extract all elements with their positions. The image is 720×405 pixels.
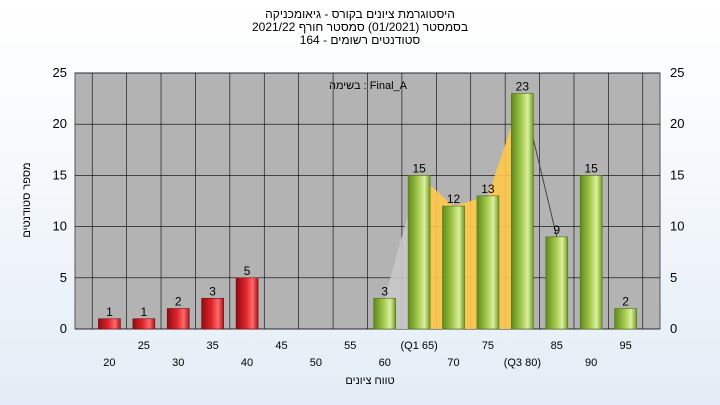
bar-green <box>476 195 500 330</box>
bar-red <box>132 318 156 330</box>
y-tick-label-right: 5 <box>670 270 677 285</box>
x-tick-label: 85 <box>551 340 563 352</box>
x-tick-label: 70 <box>447 357 459 369</box>
bar-green <box>545 236 569 330</box>
data-label: 2 <box>175 295 182 309</box>
y-tick-label-right: 25 <box>670 65 684 80</box>
x-tick-label: 45 <box>275 340 287 352</box>
data-label: 2 <box>622 295 629 309</box>
x-tick-label: (Q1 65) <box>400 340 437 352</box>
bar-red <box>235 277 259 330</box>
bar-red <box>201 297 224 330</box>
bar-green <box>511 93 534 330</box>
y-tick-label-right: 20 <box>670 116 684 131</box>
x-tick-label: 25 <box>138 340 150 352</box>
y-tick-label-right: 15 <box>670 167 684 182</box>
y-tick-label-left: 25 <box>53 65 67 80</box>
data-label: 3 <box>381 284 388 298</box>
data-label: 1 <box>140 305 147 319</box>
data-label: 15 <box>584 161 598 175</box>
chart-title: היסטוגרמת ציונים בקורס - גיאומכניקה <box>265 7 455 21</box>
data-label: 12 <box>447 192 461 206</box>
data-label: 1 <box>106 305 113 319</box>
bar-red <box>98 318 121 330</box>
data-label: 9 <box>553 223 560 237</box>
data-label: 5 <box>244 264 251 278</box>
bar-green <box>442 205 465 330</box>
x-tick-label: 20 <box>103 357 115 369</box>
y-axis-label: מספר סטודנטים <box>21 162 33 238</box>
y-tick-label-right: 0 <box>670 321 677 336</box>
x-tick-label: 95 <box>619 340 631 352</box>
bar-green <box>373 297 397 330</box>
chart-subtitle-students: סטודנטים רשומים - 164 <box>299 33 421 47</box>
x-tick-label: 90 <box>585 357 597 369</box>
x-tick-label: 55 <box>344 340 356 352</box>
x-tick-label: 35 <box>207 340 219 352</box>
bar-green <box>407 175 431 330</box>
data-label: 13 <box>481 182 495 196</box>
y-tick-label-left: 0 <box>60 321 67 336</box>
x-axis-label: טווח ציונים <box>345 375 395 387</box>
chart-title-block: היסטוגרמת ציונים בקורס - גיאומכניקה בסמס… <box>0 8 720 47</box>
data-label: 3 <box>209 284 216 298</box>
y-tick-label-right: 10 <box>670 219 684 234</box>
y-tick-label-left: 5 <box>60 270 67 285</box>
data-label: 15 <box>412 161 426 175</box>
y-tick-label-left: 10 <box>53 219 67 234</box>
x-tick-label: 40 <box>241 357 253 369</box>
x-tick-label: 60 <box>379 357 391 369</box>
x-tick-label: (Q3 80) <box>504 357 541 369</box>
plot-annotation: בשימה : Final_A <box>329 80 408 92</box>
bar-red <box>166 308 190 330</box>
bar-green <box>614 308 637 330</box>
y-tick-label-left: 20 <box>53 116 67 131</box>
y-tick-label-left: 15 <box>53 167 67 182</box>
x-tick-label: 75 <box>482 340 494 352</box>
data-label: 23 <box>516 79 530 93</box>
bar-green <box>579 175 603 330</box>
x-tick-label: 30 <box>172 357 184 369</box>
x-tick-label: 50 <box>310 357 322 369</box>
chart-subtitle-semester: בסמסטר (01/2021) סמסטר חורף 2021/22 <box>251 20 469 34</box>
